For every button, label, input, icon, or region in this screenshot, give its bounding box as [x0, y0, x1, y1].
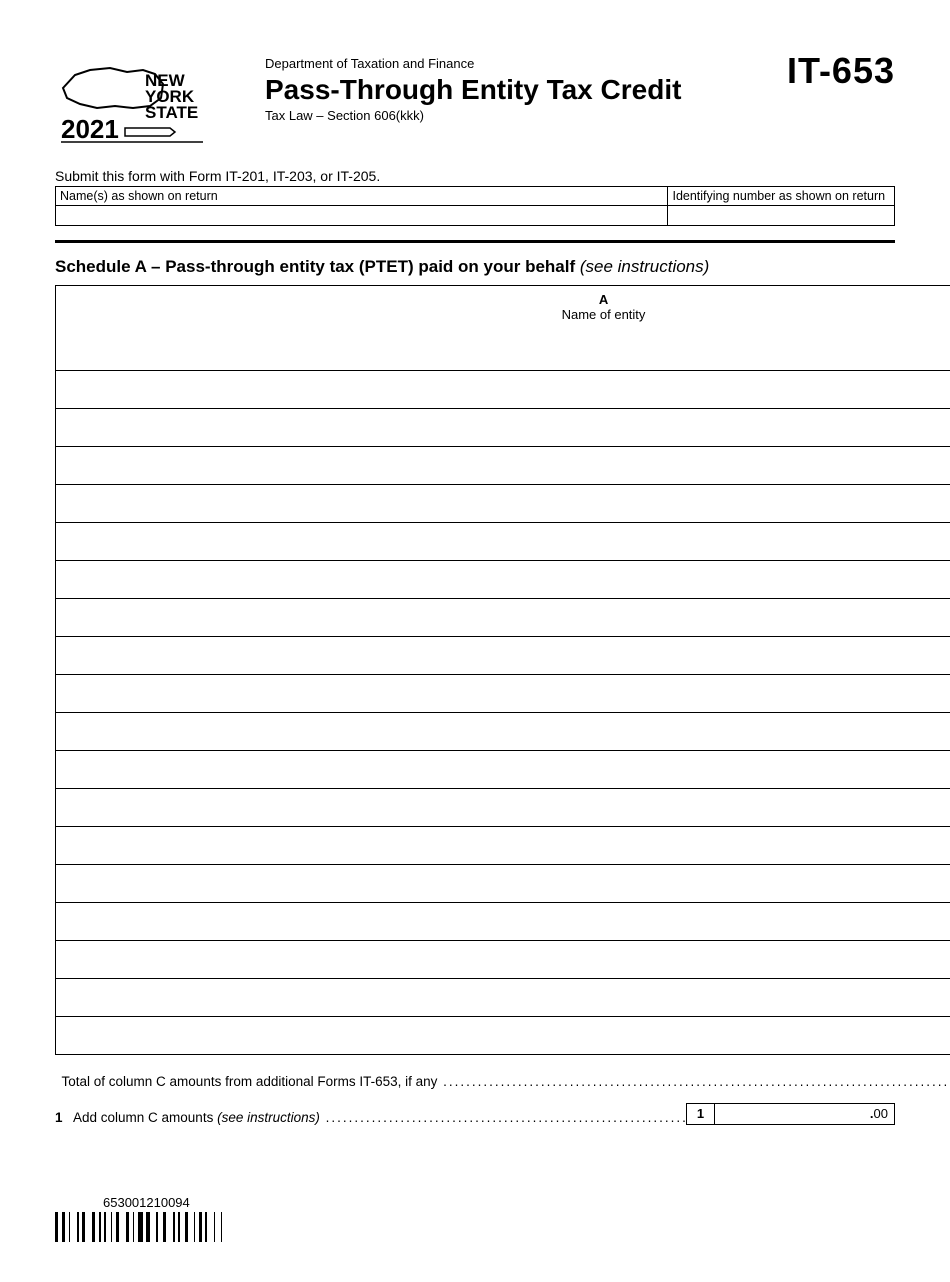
id-input[interactable] — [668, 206, 895, 226]
nys-logo-svg: NEW YORK STATE 2021 — [55, 50, 205, 145]
entity-name-cell[interactable] — [56, 789, 950, 827]
dept-line: Department of Taxation and Finance — [265, 56, 787, 71]
title-block: Department of Taxation and Finance Pass-… — [210, 50, 787, 123]
table-row: .00 — [56, 789, 950, 827]
col-a-header: A Name of entity — [56, 286, 950, 371]
entity-name-cell[interactable] — [56, 903, 950, 941]
entity-name-cell[interactable] — [56, 941, 950, 979]
entity-name-cell[interactable] — [56, 561, 950, 599]
submit-instruction: Submit this form with Form IT-201, IT-20… — [55, 168, 895, 184]
table-row: .00 — [56, 561, 950, 599]
barcode — [55, 1212, 895, 1242]
table-row: .00 — [56, 1017, 950, 1055]
entity-name-cell[interactable] — [56, 979, 950, 1017]
entity-name-cell[interactable] — [56, 713, 950, 751]
line-1-number: 1 — [55, 1110, 73, 1125]
entity-name-cell[interactable] — [56, 447, 950, 485]
table-row: .00 — [56, 409, 950, 447]
barcode-number: 653001210094 — [103, 1195, 895, 1210]
table-row: .00 — [56, 979, 950, 1017]
form-title: Pass-Through Entity Tax Credit — [265, 75, 787, 106]
tax-law-line: Tax Law – Section 606(kkk) — [265, 108, 787, 123]
schedule-a-note: (see instructions) — [580, 257, 709, 276]
schedule-a-heading: Schedule A – Pass-through entity tax (PT… — [55, 257, 895, 277]
entity-name-cell[interactable] — [56, 371, 950, 409]
entity-name-cell[interactable] — [56, 599, 950, 637]
entity-name-cell[interactable] — [56, 751, 950, 789]
id-label-cell: Identifying number as shown on return — [668, 187, 895, 206]
table-row: .00 — [56, 523, 950, 561]
header: NEW YORK STATE 2021 Department of Taxati… — [55, 50, 895, 150]
table-row: .00 — [56, 865, 950, 903]
total-label-cell: Total of column C amounts from additiona… — [56, 1055, 950, 1093]
entity-name-cell[interactable] — [56, 523, 950, 561]
form-code: IT-653 — [787, 50, 895, 92]
table-row: .00 — [56, 751, 950, 789]
entity-name-cell[interactable] — [56, 1017, 950, 1055]
name-input[interactable] — [56, 206, 668, 226]
line-1-amount[interactable]: .00 — [714, 1103, 895, 1125]
entity-name-cell[interactable] — [56, 675, 950, 713]
table-row: .00 — [56, 827, 950, 865]
section-rule — [55, 240, 895, 243]
table-row: .00 — [56, 485, 950, 523]
table-row: .00 — [56, 599, 950, 637]
line-1-box-number: 1 — [686, 1103, 714, 1125]
table-row: .00 — [56, 941, 950, 979]
line-1-row: 1 Add column C amounts (see instructions… — [55, 1103, 895, 1125]
footer: 653001210094 — [55, 1195, 895, 1242]
schedule-a-title: Schedule A – Pass-through entity tax (PT… — [55, 257, 580, 276]
form-page: NEW YORK STATE 2021 Department of Taxati… — [0, 0, 950, 1282]
line-1-text: Add column C amounts (see instructions) — [73, 1110, 686, 1125]
name-label-cell: Name(s) as shown on return — [56, 187, 668, 206]
nys-logo: NEW YORK STATE 2021 — [55, 50, 210, 150]
entity-name-cell[interactable] — [56, 637, 950, 675]
svg-text:2021: 2021 — [61, 114, 119, 144]
name-id-table: Name(s) as shown on return Identifying n… — [55, 186, 895, 226]
table-row: .00 — [56, 675, 950, 713]
form-code-block: IT-653 — [787, 50, 895, 92]
table-row: .00 — [56, 713, 950, 751]
table-row: .00 — [56, 903, 950, 941]
table-row: .00 — [56, 371, 950, 409]
entity-name-cell[interactable] — [56, 409, 950, 447]
entity-name-cell[interactable] — [56, 827, 950, 865]
schedule-a-table: A Name of entity B Employer identificati… — [55, 285, 950, 1093]
total-row: Total of column C amounts from additiona… — [56, 1055, 950, 1093]
entity-name-cell[interactable] — [56, 865, 950, 903]
entity-name-cell[interactable] — [56, 485, 950, 523]
table-row: .00 — [56, 447, 950, 485]
table-row: .00 — [56, 637, 950, 675]
svg-text:STATE: STATE — [145, 103, 198, 122]
